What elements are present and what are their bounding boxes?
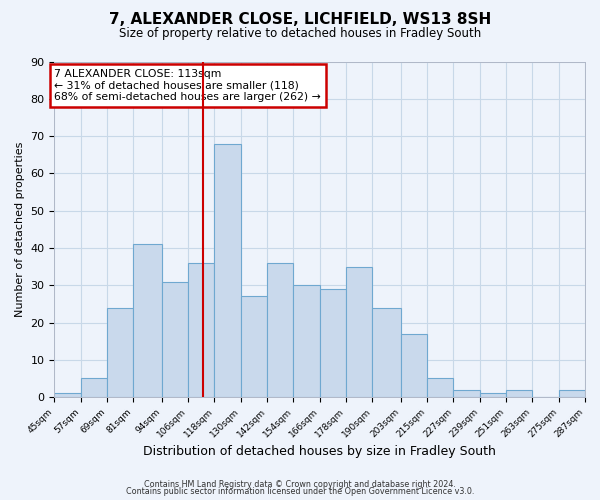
Bar <box>373 308 401 397</box>
Bar <box>320 289 346 397</box>
Bar <box>188 263 214 397</box>
Bar <box>506 390 532 397</box>
Text: Size of property relative to detached houses in Fradley South: Size of property relative to detached ho… <box>119 28 481 40</box>
Bar <box>346 266 373 397</box>
Bar <box>162 282 188 397</box>
Bar <box>55 394 81 397</box>
Bar <box>214 144 241 397</box>
Text: 7, ALEXANDER CLOSE, LICHFIELD, WS13 8SH: 7, ALEXANDER CLOSE, LICHFIELD, WS13 8SH <box>109 12 491 28</box>
Bar <box>401 334 427 397</box>
X-axis label: Distribution of detached houses by size in Fradley South: Distribution of detached houses by size … <box>143 444 496 458</box>
Bar <box>107 308 133 397</box>
Text: Contains HM Land Registry data © Crown copyright and database right 2024.: Contains HM Land Registry data © Crown c… <box>144 480 456 489</box>
Bar <box>293 286 320 397</box>
Bar <box>427 378 454 397</box>
Y-axis label: Number of detached properties: Number of detached properties <box>15 142 25 317</box>
Bar <box>81 378 107 397</box>
Bar <box>267 263 293 397</box>
Bar <box>454 390 480 397</box>
Bar <box>241 296 267 397</box>
Bar <box>559 390 585 397</box>
Bar <box>480 394 506 397</box>
Bar <box>133 244 162 397</box>
Text: 7 ALEXANDER CLOSE: 113sqm
← 31% of detached houses are smaller (118)
68% of semi: 7 ALEXANDER CLOSE: 113sqm ← 31% of detac… <box>55 69 321 102</box>
Text: Contains public sector information licensed under the Open Government Licence v3: Contains public sector information licen… <box>126 487 474 496</box>
